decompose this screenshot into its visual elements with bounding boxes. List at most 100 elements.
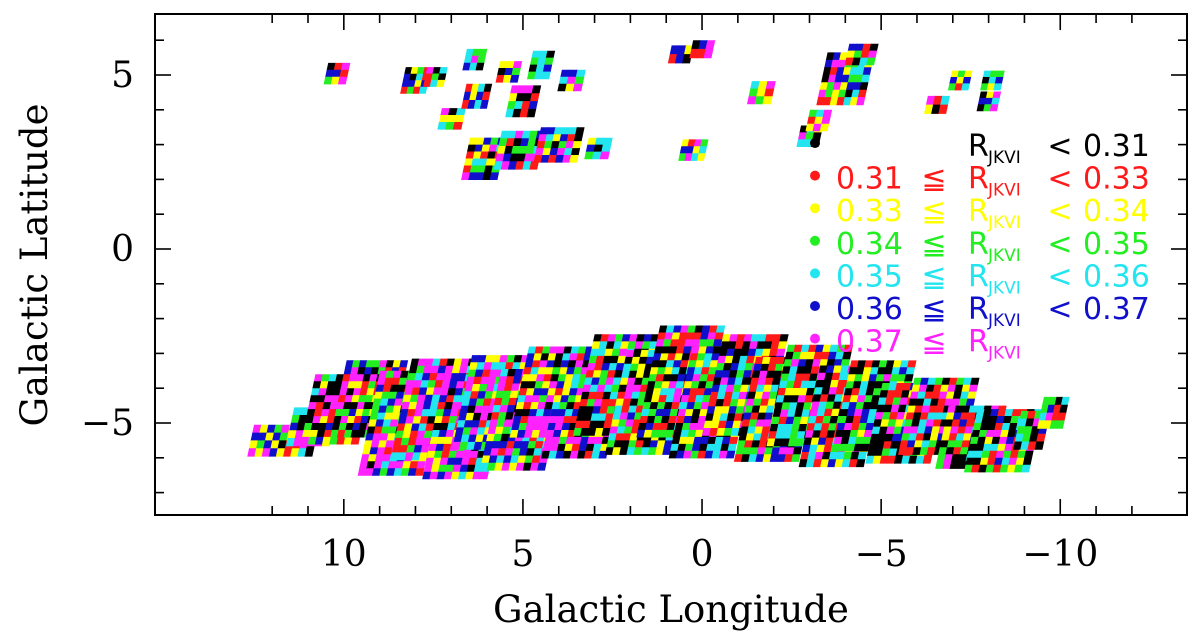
field-cell [534,381,544,389]
field-cell [573,367,583,375]
field-cell [832,401,842,410]
field-cell [843,423,854,431]
field-cell [372,360,382,368]
field-cell [383,377,394,386]
field-cell [566,134,577,142]
field-cell [985,464,995,473]
field-cell [951,454,961,462]
field-cell [294,430,305,439]
field-cell [497,448,507,457]
field-cell [326,62,337,71]
field-cell [954,384,964,393]
field-cell [478,420,488,429]
field-cell [545,360,556,369]
field-cell [540,388,550,396]
field-cell [538,50,548,59]
field-cell [968,443,978,452]
field-cell [601,428,612,436]
field-cell [1023,426,1034,435]
field-cell [777,388,787,396]
field-cell [521,101,531,110]
field-cell [515,462,526,471]
field-cell [430,464,441,473]
field-cell [595,355,605,364]
field-cell [674,423,684,431]
field-cell [407,437,418,446]
field-cell [1042,396,1051,406]
field-cell [666,353,677,362]
field-cell [573,428,583,436]
field-cell [662,447,672,455]
field-cell [537,134,548,142]
field-cell [359,461,369,469]
field-cell [625,419,635,428]
field-cell [873,381,884,389]
field-cell [287,430,298,439]
field-cell [347,381,357,389]
field-cell [552,134,562,142]
field-cell [970,464,981,473]
field-cell [495,455,506,464]
field-cell [496,146,507,155]
field-cell [392,370,403,379]
field-cell [548,346,559,355]
field-cell [557,141,568,149]
field-cell [592,370,602,379]
field-cell [320,374,331,382]
field-cell [468,62,478,71]
field-cell [959,391,970,400]
field-cell [875,441,886,450]
field-cell [285,438,296,447]
field-cell [432,387,443,396]
field-cell [894,419,905,428]
field-cell [609,426,619,435]
field-cell [367,454,378,462]
field-cell [468,457,478,466]
field-cell [935,405,945,414]
field-cell [654,346,664,355]
field-cell [428,409,438,417]
field-cell [920,440,931,448]
field-cell [658,395,668,403]
field-cell [615,363,625,371]
field-cell [685,436,696,445]
field-cell [876,367,887,375]
field-cell [437,122,448,130]
field-cell [309,430,319,438]
field-cell [776,348,786,357]
field-cell [800,452,810,460]
field-cell [513,355,523,363]
field-cell [545,50,556,59]
field-cell [628,370,638,379]
legend-upper-bound: 0.33 [1083,162,1150,197]
field-cell [526,416,537,424]
field-cell [871,426,882,435]
field-cell [888,448,898,457]
field-south [1037,396,1070,429]
field-cell [545,395,556,403]
field-cell [775,395,786,404]
field-cell [451,402,461,410]
field-north [678,139,709,161]
field-cell [481,455,491,464]
field-cell [831,372,841,381]
field-cell [927,377,937,386]
field-cell [975,443,985,452]
field-cell [925,419,935,428]
field-cell [547,353,557,362]
field-cell [859,416,869,424]
field-cell [391,445,402,453]
field-cell [866,381,877,389]
field-cell [346,416,356,424]
field-cell [425,387,436,396]
field-cell [441,416,451,424]
field-cell [865,423,875,431]
field-cell [698,40,709,50]
field-cell [552,395,563,403]
field-cell [332,69,342,78]
field-cell [601,144,612,153]
field-cell [819,123,830,132]
legend-lower-bound: 0.34 [836,227,903,262]
field-cell [699,332,710,341]
field-cell [883,404,893,413]
